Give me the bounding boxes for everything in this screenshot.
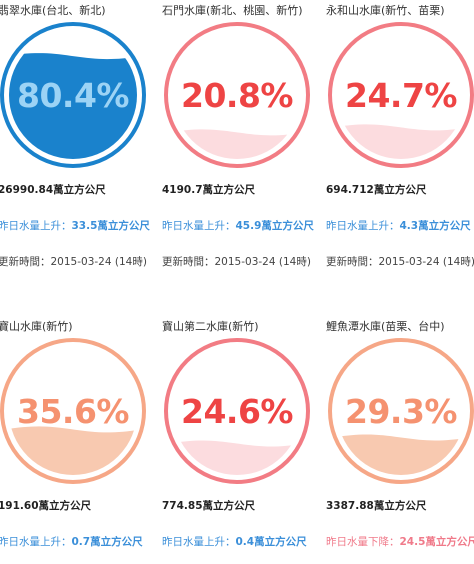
gauge-ring — [164, 338, 310, 484]
daily-change-label: 昨日水量上升： — [162, 536, 236, 548]
daily-change: 昨日水量上升：0.7萬立方公尺 — [0, 534, 143, 549]
daily-change: 昨日水量上升：33.5萬立方公尺 — [0, 218, 150, 233]
water-level-gauge: 20.8% — [162, 20, 312, 170]
water-level-percent: 20.8% — [181, 75, 294, 115]
daily-change-label: 昨日水量上升： — [162, 220, 236, 232]
daily-change-value: 4.3萬立方公尺 — [399, 220, 471, 232]
gauge-graphic — [328, 22, 474, 168]
daily-change-label: 昨日水量下降： — [326, 536, 400, 548]
current-volume: 26990.84萬立方公尺 — [0, 184, 106, 196]
reservoir-name: 永和山水庫(新竹、苗栗) — [326, 4, 445, 17]
daily-change-label: 昨日水量上升： — [0, 536, 72, 548]
daily-change-label: 昨日水量上升： — [0, 220, 72, 232]
reservoir-name: 寶山第二水庫(新竹) — [162, 320, 259, 333]
water-level-gauge: 80.4% — [0, 20, 148, 170]
current-volume: 3387.88萬立方公尺 — [326, 500, 427, 512]
daily-change-value: 24.5萬立方公尺 — [399, 536, 474, 548]
gauge-graphic — [164, 22, 310, 168]
water-level-percent: 29.3% — [345, 391, 458, 431]
daily-change-label: 昨日水量上升： — [326, 220, 400, 232]
gauge-graphic — [164, 338, 310, 484]
reservoir-name: 石門水庫(新北、桃園、新竹) — [162, 4, 303, 17]
water-level-percent: 80.4% — [17, 75, 130, 115]
update-time: 更新時間：2015-03-24 (14時) — [326, 256, 474, 268]
gauge-ring — [328, 338, 474, 484]
gauge-graphic — [328, 338, 474, 484]
water-level-percent: 35.6% — [17, 391, 130, 431]
current-volume: 191.60萬立方公尺 — [0, 500, 92, 512]
daily-change: 昨日水量上升：45.9萬立方公尺 — [162, 218, 314, 233]
water-level-gauge: 29.3% — [326, 336, 474, 486]
daily-change: 昨日水量下降：24.5萬立方公尺 — [326, 534, 474, 549]
reservoir-name: 翡翠水庫(台北、新北) — [0, 4, 106, 17]
daily-change: 昨日水量上升：0.4萬立方公尺 — [162, 534, 307, 549]
gauge-ring — [0, 22, 146, 168]
current-volume: 4190.7萬立方公尺 — [162, 184, 256, 196]
current-volume: 694.712萬立方公尺 — [326, 184, 427, 196]
daily-change-value: 33.5萬立方公尺 — [71, 220, 150, 232]
water-level-gauge: 35.6% — [0, 336, 148, 486]
water-fill — [173, 129, 301, 159]
gauge-graphic — [0, 22, 146, 168]
reservoir-name: 寶山水庫(新竹) — [0, 320, 73, 333]
gauge-ring — [0, 338, 146, 484]
daily-change-value: 45.9萬立方公尺 — [235, 220, 314, 232]
gauge-graphic — [0, 338, 146, 484]
daily-change-value: 0.7萬立方公尺 — [71, 536, 143, 548]
daily-change: 昨日水量上升：4.3萬立方公尺 — [326, 218, 471, 233]
daily-change-value: 0.4萬立方公尺 — [235, 536, 307, 548]
water-level-percent: 24.6% — [181, 391, 294, 431]
water-level-gauge: 24.7% — [326, 20, 474, 170]
gauge-ring — [164, 22, 310, 168]
water-level-gauge: 24.6% — [162, 336, 312, 486]
current-volume: 774.85萬立方公尺 — [162, 500, 256, 512]
water-level-percent: 24.7% — [345, 75, 458, 115]
gauge-ring — [328, 22, 474, 168]
water-fill — [9, 53, 137, 159]
update-time: 更新時間：2015-03-24 (14時) — [162, 256, 311, 268]
reservoir-name: 鯉魚潭水庫(苗栗、台中) — [326, 320, 445, 333]
update-time: 更新時間：2015-03-24 (14時) — [0, 256, 147, 268]
